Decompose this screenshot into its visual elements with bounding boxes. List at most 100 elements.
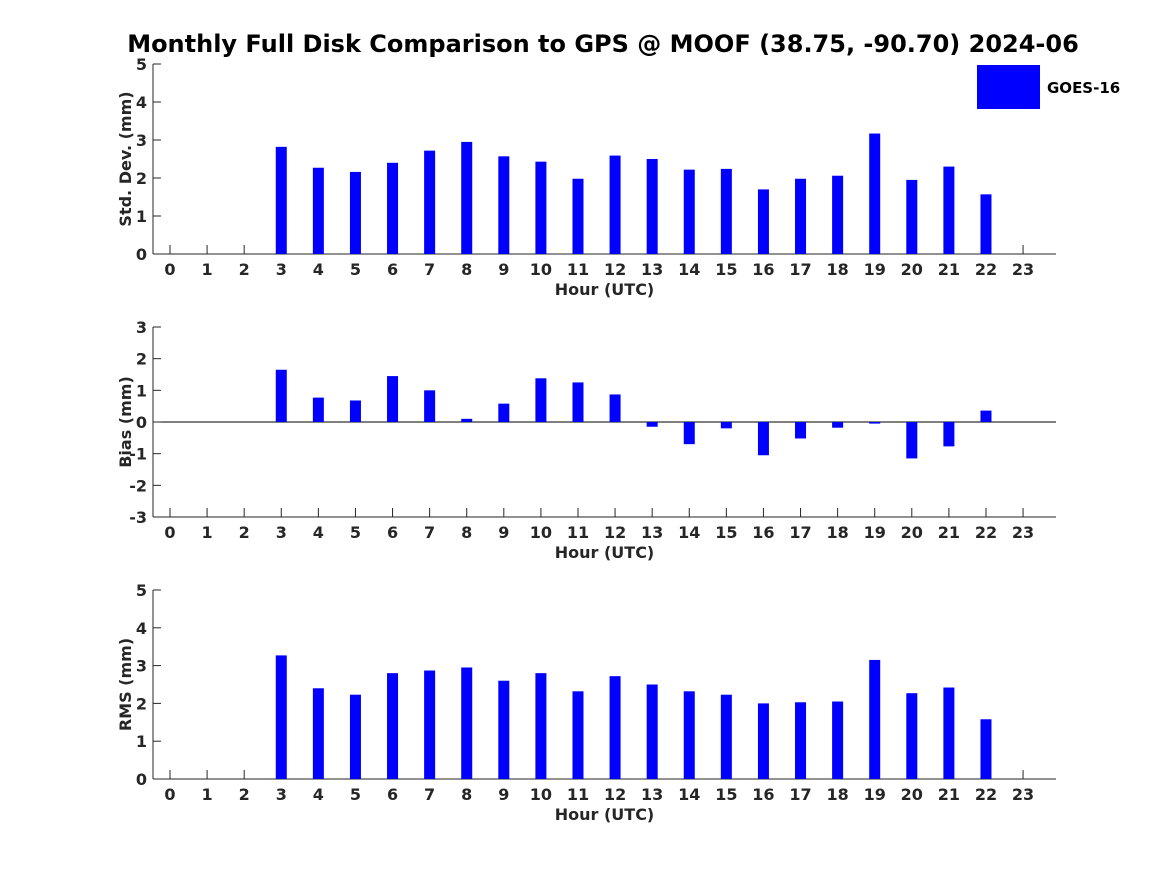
x-tick-label: 14 [678,260,700,279]
y-tick-label: 3 [136,318,147,337]
bar-hour-16 [757,422,769,456]
x-tick-label: 8 [461,523,472,542]
bar-hour-3 [275,655,287,779]
bar-hour-13 [646,684,658,779]
y-tick-label: 4 [136,619,147,638]
x-tick-label: 0 [164,260,175,279]
bar-hour-9 [498,680,510,779]
x-tick-label: 5 [350,785,361,804]
bar-hour-13 [646,422,658,427]
x-tick-label: 11 [567,785,589,804]
bar-hour-11 [572,178,584,254]
y-tick-label: 4 [136,93,147,112]
x-tick-label: 22 [975,785,997,804]
x-tick-label: 2 [239,260,250,279]
bar-hour-12 [609,394,621,422]
x-tick-label: 4 [313,785,324,804]
bar-hour-16 [757,189,769,254]
bar-hour-18 [832,422,844,428]
x-tick-label: 19 [864,260,886,279]
bar-hour-3 [275,146,287,254]
x-tick-label: 18 [826,260,848,279]
x-tick-label: 15 [715,260,737,279]
bar-hour-7 [424,670,436,779]
x-tick-label: 1 [202,260,213,279]
bar-hour-22 [980,719,992,779]
x-tick-label: 16 [752,260,774,279]
bar-hour-19 [869,133,881,254]
bar-hour-14 [683,422,695,445]
x-tick-label: 17 [789,785,811,804]
x-tick-label: 3 [276,785,287,804]
bar-hour-7 [424,390,436,422]
x-tick-label: 10 [530,523,552,542]
bar-hour-22 [980,410,992,422]
y-tick-label: 0 [136,770,147,789]
x-tick-label: 2 [239,523,250,542]
bar-hour-9 [498,403,510,422]
bar-hour-15 [720,422,732,429]
bar-hour-22 [980,194,992,254]
x-tick-label: 12 [604,260,626,279]
x-tick-label: 6 [387,785,398,804]
bar-hour-12 [609,155,621,254]
bar-hour-21 [943,422,955,447]
x-axis-label: Hour (UTC) [555,805,655,824]
bar-hour-13 [646,159,658,254]
bar-hour-19 [869,422,881,424]
y-tick-label: -3 [129,508,147,527]
bar-hour-12 [609,676,621,779]
x-tick-label: 20 [901,785,923,804]
bar-hour-8 [461,418,473,422]
bar-hour-18 [832,175,844,254]
x-tick-label: 5 [350,523,361,542]
x-tick-label: 22 [975,260,997,279]
bar-hour-20 [906,179,918,254]
bar-hour-7 [424,150,436,254]
bar-hour-9 [498,156,510,254]
x-tick-label: 9 [498,785,509,804]
y-axis-label: RMS (mm) [116,638,135,731]
bar-hour-8 [461,141,473,254]
y-tick-label: -1 [129,445,147,464]
y-tick-label: 3 [136,657,147,676]
bar-hour-20 [906,422,918,459]
x-tick-label: 13 [641,260,663,279]
x-tick-label: 14 [678,785,700,804]
x-tick-label: 23 [1012,523,1034,542]
bar-hour-18 [832,701,844,779]
x-tick-label: 19 [864,785,886,804]
x-tick-label: 1 [202,785,213,804]
x-tick-label: 11 [567,260,589,279]
bar-hour-4 [312,167,324,254]
bar-hour-21 [943,687,955,779]
x-tick-label: 9 [498,523,509,542]
x-tick-label: 9 [498,260,509,279]
bar-hour-4 [312,688,324,779]
bar-hour-6 [387,376,399,422]
x-axis-label: Hour (UTC) [555,280,655,299]
x-tick-label: 14 [678,523,700,542]
x-tick-label: 18 [826,523,848,542]
x-tick-label: 4 [313,260,324,279]
x-tick-label: 23 [1012,260,1034,279]
bar-hour-8 [461,667,473,779]
bar-hour-15 [720,694,732,779]
y-tick-label: 1 [136,207,147,226]
x-tick-label: 15 [715,785,737,804]
bar-hour-5 [349,171,361,254]
x-tick-label: 10 [530,260,552,279]
x-tick-label: 23 [1012,785,1034,804]
x-tick-label: 6 [387,523,398,542]
x-tick-label: 12 [604,785,626,804]
x-tick-label: 3 [276,260,287,279]
x-tick-label: 8 [461,260,472,279]
x-tick-label: 16 [752,523,774,542]
x-tick-label: 1 [202,523,213,542]
bar-hour-20 [906,693,918,779]
x-tick-label: 11 [567,523,589,542]
legend-label-goes16: GOES-16 [1047,79,1120,97]
